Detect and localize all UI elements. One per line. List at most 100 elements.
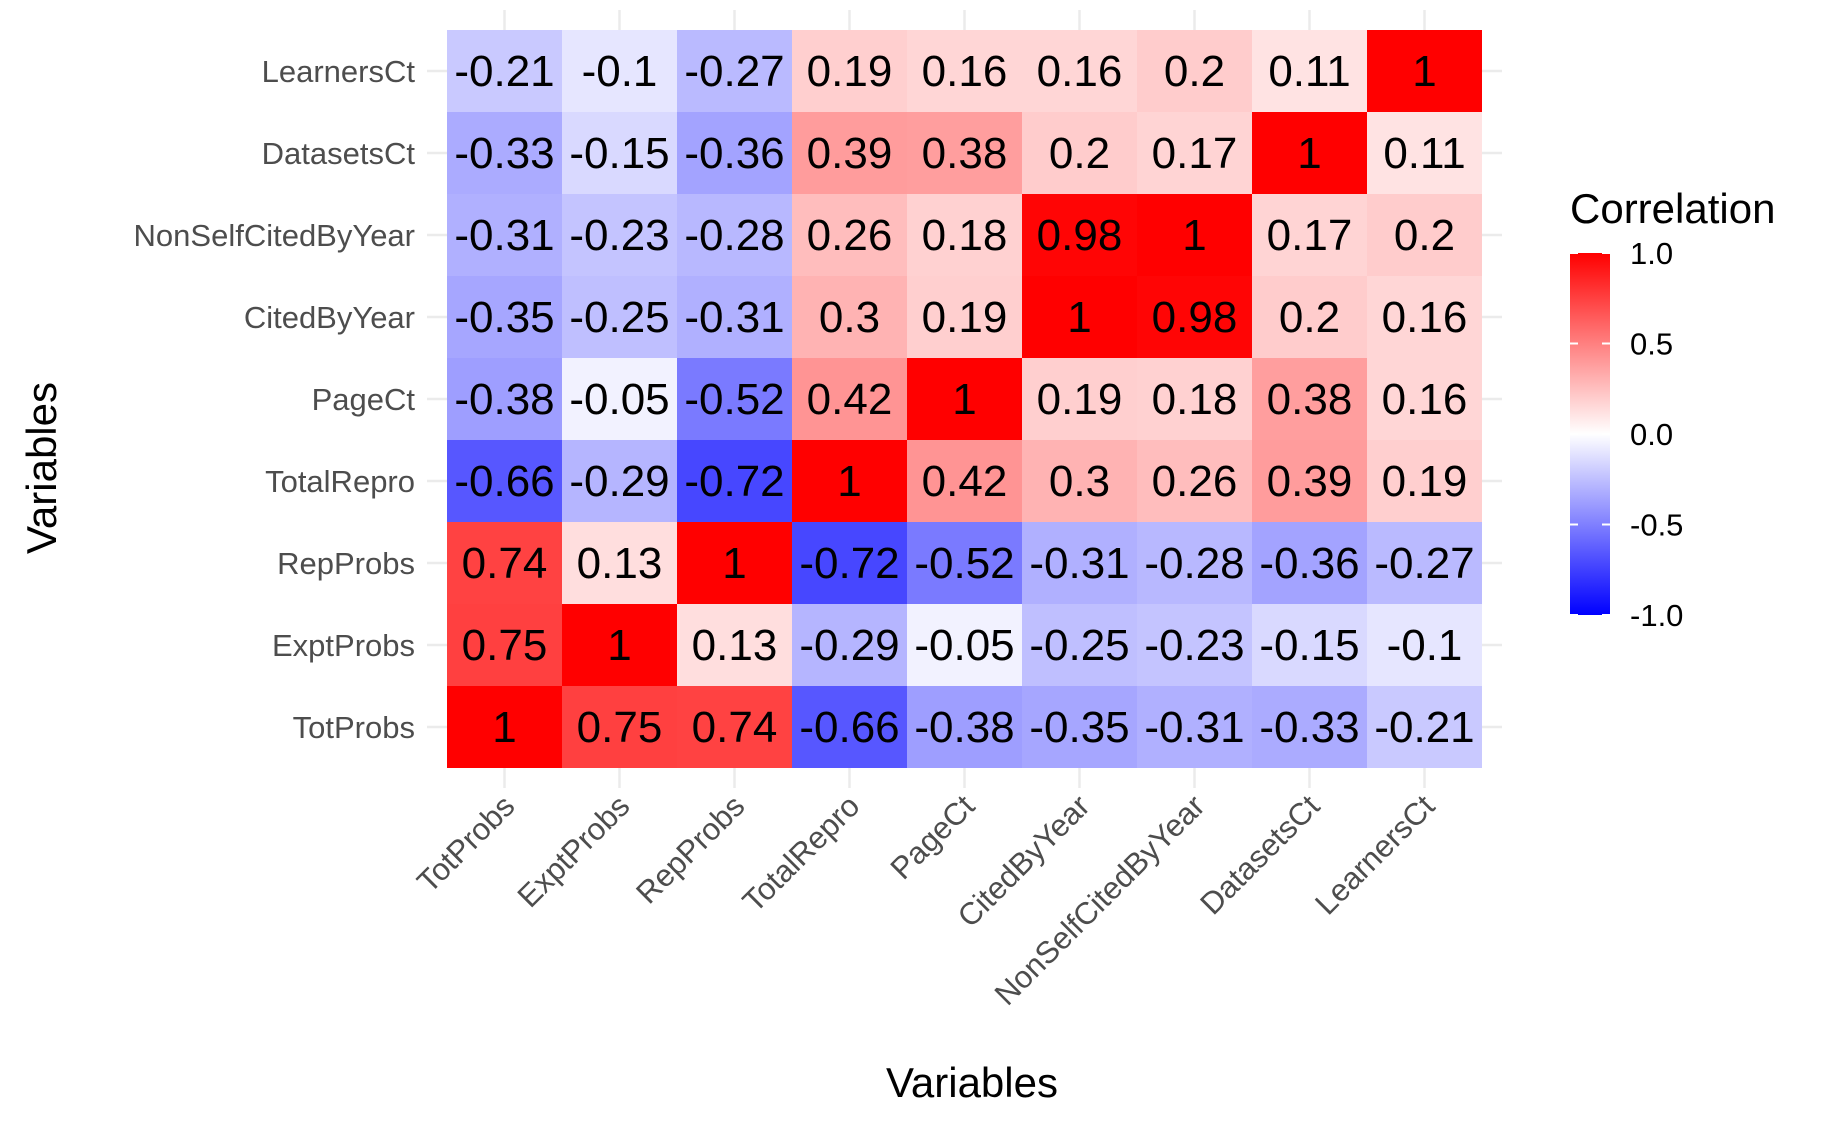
heatmap-cell bbox=[562, 522, 677, 604]
heatmap-cell bbox=[1367, 686, 1482, 768]
legend-tick-label: -0.5 bbox=[1630, 508, 1683, 543]
x-tick-label: DatasetsCt bbox=[1193, 788, 1326, 921]
cell-value-label: 0.16 bbox=[1382, 375, 1468, 424]
heatmap-cell bbox=[1022, 112, 1137, 194]
legend-title: Correlation bbox=[1570, 185, 1775, 232]
y-axis-title: Variables bbox=[18, 382, 65, 554]
heatmap-cell bbox=[562, 686, 677, 768]
cell-value-label: 0.11 bbox=[1268, 47, 1350, 96]
x-tick-label: NonSelfCitedByYear bbox=[988, 788, 1212, 1012]
cell-value-label: 0.98 bbox=[1152, 293, 1238, 342]
heatmap-cell bbox=[792, 112, 907, 194]
cell-value-label: 0.3 bbox=[1049, 457, 1110, 506]
heatmap-cell bbox=[792, 522, 907, 604]
cell-value-label: 0.18 bbox=[1152, 375, 1238, 424]
heatmap-cell bbox=[1137, 358, 1252, 440]
heatmap-cell bbox=[907, 276, 1022, 358]
cell-value-label: -0.66 bbox=[454, 457, 554, 506]
legend-tick-label: 0.0 bbox=[1630, 417, 1673, 452]
heatmap-cell bbox=[1022, 358, 1137, 440]
heatmap-cell bbox=[1137, 604, 1252, 686]
heatmap-cell bbox=[447, 194, 562, 276]
cell-value-label: 0.3 bbox=[819, 293, 880, 342]
x-tick-label: RepProbs bbox=[629, 788, 751, 910]
heatmap-cell bbox=[907, 604, 1022, 686]
cell-value-label: 0.2 bbox=[1164, 47, 1225, 96]
y-tick-label: TotProbs bbox=[293, 710, 415, 745]
y-tick-label: DatasetsCt bbox=[262, 136, 416, 171]
heatmap-cell bbox=[1022, 686, 1137, 768]
cell-value-label: 0.11 bbox=[1383, 129, 1465, 178]
cell-value-label: -0.72 bbox=[684, 457, 784, 506]
legend-tick-label: 0.5 bbox=[1630, 327, 1673, 362]
heatmap-cell bbox=[677, 276, 792, 358]
cell-value-label: 0.42 bbox=[807, 375, 893, 424]
cell-value-label: 0.75 bbox=[577, 703, 663, 752]
heatmap-cell bbox=[1252, 112, 1367, 194]
cell-value-label: 0.13 bbox=[577, 539, 663, 588]
heatmap-cell bbox=[447, 686, 562, 768]
cell-value-label: 1 bbox=[1412, 47, 1436, 96]
heatmap-cell bbox=[1137, 522, 1252, 604]
heatmap-cell bbox=[1367, 30, 1482, 112]
heatmap-cell bbox=[1137, 30, 1252, 112]
heatmap-cell bbox=[1252, 604, 1367, 686]
cell-value-label: 0.16 bbox=[1382, 293, 1468, 342]
y-tick-label: CitedByYear bbox=[244, 300, 415, 335]
y-tick-label: TotalRepro bbox=[265, 464, 415, 499]
heatmap-cell bbox=[1022, 440, 1137, 522]
cell-value-label: -0.15 bbox=[569, 129, 669, 178]
heatmap-cell bbox=[907, 194, 1022, 276]
y-tick-label: RepProbs bbox=[277, 546, 415, 581]
heatmap-cell bbox=[1022, 30, 1137, 112]
cell-value-label: -0.25 bbox=[569, 293, 669, 342]
legend-tick-label: 1.0 bbox=[1630, 236, 1673, 271]
heatmap-cell bbox=[677, 522, 792, 604]
cell-value-label: 0.13 bbox=[692, 621, 778, 670]
cell-value-label: -0.38 bbox=[914, 703, 1014, 752]
cell-value-label: -0.52 bbox=[914, 539, 1014, 588]
heatmap-cell bbox=[907, 522, 1022, 604]
heatmap-cell bbox=[677, 358, 792, 440]
x-tick-label: ExptProbs bbox=[511, 788, 637, 914]
cell-value-label: 0.39 bbox=[1267, 457, 1353, 506]
heatmap-cell bbox=[562, 30, 677, 112]
cell-value-label: -0.1 bbox=[1387, 621, 1463, 670]
cell-value-label: -0.15 bbox=[1259, 621, 1359, 670]
cell-value-label: -0.23 bbox=[1144, 621, 1244, 670]
y-axis-tick-labels: TotProbs ExptProbs RepProbs TotalRepro PageC… bbox=[134, 54, 416, 745]
heatmap-cell bbox=[562, 112, 677, 194]
cell-value-label: 0.19 bbox=[807, 47, 893, 96]
heatmap-cell bbox=[677, 686, 792, 768]
cell-value-label: -0.21 bbox=[454, 47, 554, 96]
cell-value-label: -0.33 bbox=[1259, 703, 1359, 752]
heatmap-cell bbox=[907, 30, 1022, 112]
cell-value-label: -0.29 bbox=[569, 457, 669, 506]
cell-value-label: -0.35 bbox=[1029, 703, 1129, 752]
heatmap-cell bbox=[1367, 440, 1482, 522]
heatmap-cell bbox=[447, 30, 562, 112]
cell-value-label: 1 bbox=[1182, 211, 1206, 260]
heatmap-cell bbox=[562, 440, 677, 522]
heatmap-cell bbox=[1252, 522, 1367, 604]
heatmap-cell bbox=[792, 358, 907, 440]
color-legend: Correlation 1.0 0.5 0.0 -0.5 -1.0 bbox=[1570, 185, 1775, 633]
x-tick-label: LearnersCt bbox=[1308, 788, 1441, 921]
heatmap-cell bbox=[907, 112, 1022, 194]
heatmap-cell bbox=[792, 276, 907, 358]
cell-value-label: -0.27 bbox=[1374, 539, 1474, 588]
heatmap-cell bbox=[1252, 276, 1367, 358]
heatmap-cell bbox=[907, 440, 1022, 522]
heatmap-cell bbox=[562, 194, 677, 276]
cell-value-label: -0.31 bbox=[684, 293, 784, 342]
heatmap-cell bbox=[1022, 276, 1137, 358]
x-axis-title: Variables bbox=[886, 1059, 1058, 1106]
heatmap-cell bbox=[1367, 358, 1482, 440]
cell-value-label: -0.38 bbox=[454, 375, 554, 424]
cell-value-label: -0.52 bbox=[684, 375, 784, 424]
cell-value-label: 0.18 bbox=[922, 211, 1008, 260]
cell-value-label: 0.75 bbox=[462, 621, 548, 670]
heatmap-cell bbox=[1252, 30, 1367, 112]
